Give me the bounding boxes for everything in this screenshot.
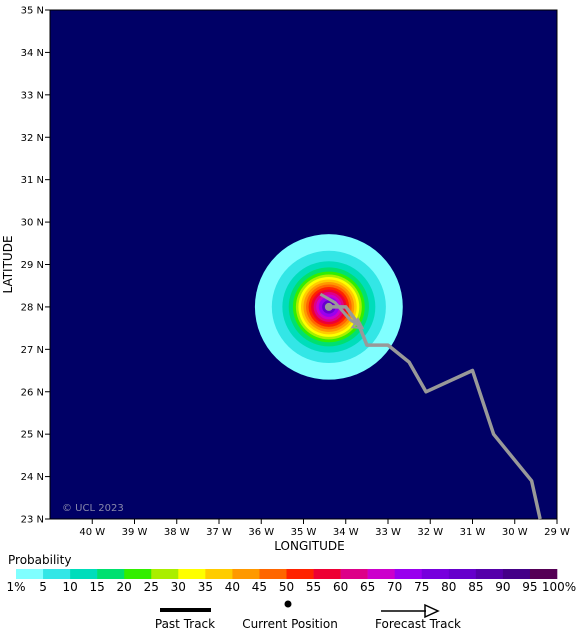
colorbar-label: 1% xyxy=(6,580,25,594)
colorbar-label: 60 xyxy=(333,580,348,594)
lat-tick-label: 33 N xyxy=(21,90,44,101)
lon-tick-label: 39 W xyxy=(122,527,148,538)
colorbar-label: 90 xyxy=(495,580,510,594)
axis-ticks: 35 N 34 N 33 N 32 N 31 N 30 N 29 N 28 N 27 N 26 N… xyxy=(21,6,570,539)
colorbar-label: 50 xyxy=(279,580,294,594)
forecast-arrow-icon xyxy=(424,603,440,619)
lat-tick-label: 34 N xyxy=(21,48,44,59)
probability-colorbar: 1% 5 10 15 20 25 30 35 40 45 50 55 60 65 70 75 80 85 90 95 1… xyxy=(6,569,576,594)
lon-tick-label: 35 W xyxy=(291,527,317,538)
lat-tick-label: 29 N xyxy=(21,260,44,271)
colorbar-band-9 xyxy=(259,569,287,579)
colorbar-band-13 xyxy=(367,569,395,579)
current-position-label: Current Position xyxy=(242,617,338,631)
x-axis-title: LONGITUDE xyxy=(274,539,344,553)
colorbar-label: 65 xyxy=(360,580,375,594)
colorbar-band-7 xyxy=(205,569,233,579)
lat-tick-label: 27 N xyxy=(21,345,44,356)
colorbar-label: 75 xyxy=(414,580,429,594)
lat-tick-label: 23 N xyxy=(21,515,44,526)
colorbar-label: 15 xyxy=(90,580,105,594)
colorbar-band-5 xyxy=(151,569,179,579)
colorbar-label: 40 xyxy=(225,580,240,594)
lon-tick-label: 38 W xyxy=(164,527,190,538)
colorbar-band-11 xyxy=(313,569,341,579)
colorbar-label: 55 xyxy=(306,580,321,594)
colorbar-band-2 xyxy=(70,569,98,579)
y-axis-title: LATITUDE xyxy=(1,235,15,293)
lat-tick-label: 25 N xyxy=(21,430,44,441)
current-position-legend-dot xyxy=(284,600,292,608)
colorbar-band-16 xyxy=(448,569,477,579)
colorbar-label: 80 xyxy=(441,580,456,594)
lon-tick-label: 33 W xyxy=(375,527,401,538)
colorbar-label: 45 xyxy=(252,580,267,594)
colorbar-label: 85 xyxy=(468,580,483,594)
forecast-track-label: Forecast Track xyxy=(375,617,461,631)
colorbar-band-19 xyxy=(529,569,558,579)
forecast-track-line xyxy=(328,305,542,520)
colorbar-label: 5 xyxy=(39,580,47,594)
colorbar-label: 25 xyxy=(144,580,159,594)
colorbar-end-label: 100% xyxy=(542,580,576,594)
lon-tick-label: 29 W xyxy=(544,527,570,538)
lat-tick-label: 30 N xyxy=(21,218,44,229)
colorbar-label: 95 xyxy=(522,580,537,594)
lat-tick-label: 26 N xyxy=(21,387,44,398)
colorbar-label: 35 xyxy=(198,580,213,594)
lon-tick-label: 32 W xyxy=(417,527,443,538)
lat-tick-label: 28 N xyxy=(21,302,44,313)
track-arrow-icon xyxy=(350,316,365,330)
colorbar-band-0 xyxy=(16,569,44,579)
colorbar-label: 10 xyxy=(62,580,77,594)
lat-tick-label: 35 N xyxy=(21,6,44,17)
colorbar-band-3 xyxy=(97,569,125,579)
lon-tick-label: 34 W xyxy=(333,527,359,538)
colorbar-band-8 xyxy=(232,569,260,579)
past-track-label: Past Track xyxy=(155,617,215,631)
watermark: © UCL 2023 xyxy=(62,503,124,514)
colorbar-band-6 xyxy=(178,569,206,579)
lon-tick-label: 30 W xyxy=(502,527,528,538)
colorbar-label: 20 xyxy=(117,580,132,594)
current-position-dot xyxy=(324,302,333,311)
colorbar-band-10 xyxy=(286,569,314,579)
probability-title: Probability xyxy=(8,553,71,567)
colorbar-label: 30 xyxy=(171,580,186,594)
colorbar-band-15 xyxy=(421,569,450,579)
colorbar-band-12 xyxy=(340,569,368,579)
lon-tick-label: 37 W xyxy=(206,527,232,538)
lat-tick-label: 24 N xyxy=(21,472,44,483)
colorbar-band-18 xyxy=(502,569,531,579)
past-track-line xyxy=(319,292,364,330)
lat-tick-label: 32 N xyxy=(21,133,44,144)
colorbar-label: 70 xyxy=(387,580,402,594)
track-legend: Past Track Current Position Forecast Tra… xyxy=(155,600,461,631)
colorbar-band-14 xyxy=(394,569,423,579)
colorbar-band-4 xyxy=(124,569,152,579)
storm-tracks xyxy=(319,292,542,520)
lon-tick-label: 40 W xyxy=(79,527,105,538)
lon-tick-label: 31 W xyxy=(460,527,486,538)
colorbar-band-17 xyxy=(475,569,504,579)
lon-tick-label: 36 W xyxy=(248,527,274,538)
lat-tick-label: 31 N xyxy=(21,175,44,186)
colorbar-band-1 xyxy=(43,569,71,579)
